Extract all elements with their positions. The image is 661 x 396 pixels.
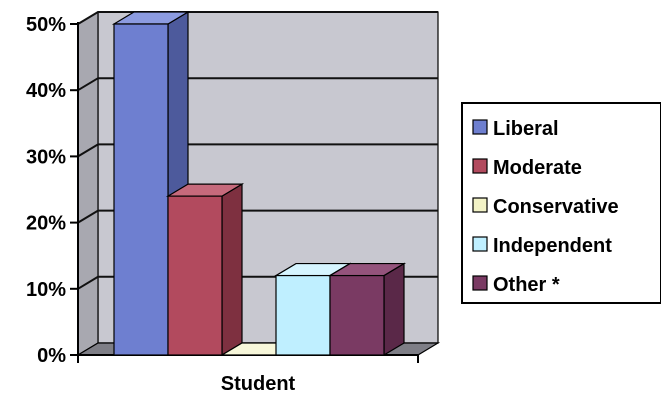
bar-front: [113, 23, 169, 356]
legend-swatch: [472, 119, 488, 135]
bar-moderate: [165, 183, 245, 357]
legend-box: [461, 102, 661, 304]
legend-swatch: [472, 197, 488, 213]
legend-item: Conservative: [472, 196, 619, 218]
gridline: [77, 209, 438, 224]
y-tick-label: 10%: [26, 279, 66, 301]
gridline: [77, 143, 438, 158]
bar-front: [275, 274, 331, 356]
legend-item: Independent: [472, 235, 612, 257]
legend-swatch: [472, 158, 488, 174]
bar-liberal: [111, 10, 191, 357]
legend-label: Moderate: [493, 157, 582, 179]
y-tick-label: 20%: [26, 213, 66, 235]
legend-label: Independent: [493, 235, 612, 257]
legend-item: Other *: [472, 274, 560, 296]
gridline: [77, 11, 438, 25]
category-label: Student: [221, 373, 296, 395]
y-tick-label: 0%: [37, 345, 66, 367]
legend-swatch: [472, 275, 488, 291]
legend: Liberal Moderate Conservative Independent Ot…: [461, 102, 661, 304]
bar-front: [167, 195, 223, 356]
legend-swatch: [472, 236, 488, 252]
category-axis: Student: [221, 373, 296, 395]
bar-other: [327, 262, 407, 357]
y-tick-label: 50%: [26, 14, 66, 36]
side-wall: [77, 10, 99, 357]
bar-side: [383, 262, 405, 357]
bars: [111, 10, 407, 357]
legend-label: Other *: [493, 274, 560, 296]
y-tick-label: 40%: [26, 80, 66, 102]
bar-side: [221, 183, 243, 357]
legend-item: Liberal: [472, 118, 559, 140]
legend-label: Liberal: [493, 118, 559, 140]
legend-label: Conservative: [493, 196, 619, 218]
gridline: [77, 77, 438, 92]
y-tick-label: 30%: [26, 146, 66, 168]
legend-item: Moderate: [472, 157, 582, 179]
bar-front: [329, 274, 385, 356]
